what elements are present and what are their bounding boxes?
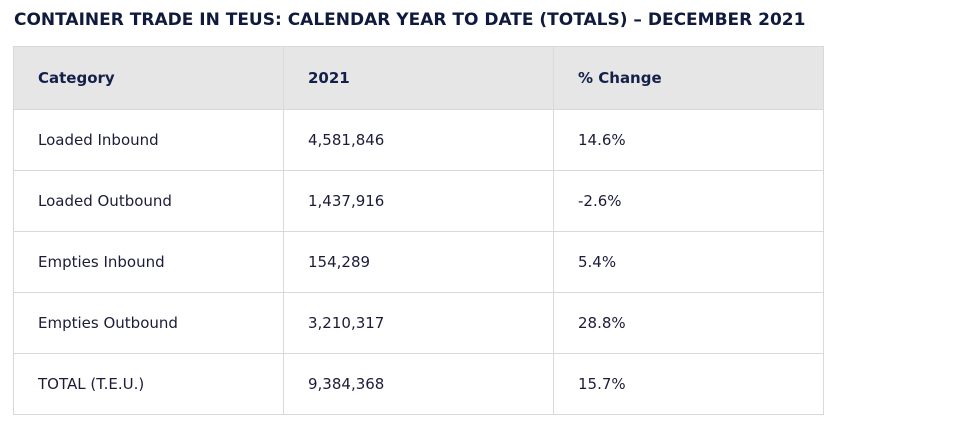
cell-category: Loaded Outbound <box>13 170 284 232</box>
column-header-year: 2021 <box>283 46 554 110</box>
cell-teus: 3,210,317 <box>283 292 554 354</box>
column-header-category: Category <box>13 46 284 110</box>
table-row: Empties Outbound 3,210,317 28.8% <box>13 292 824 354</box>
cell-teus: 1,437,916 <box>283 170 554 232</box>
table-row: Loaded Outbound 1,437,916 -2.6% <box>13 170 824 232</box>
cell-category: Empties Inbound <box>13 231 284 293</box>
cell-teus: 9,384,368 <box>283 353 554 415</box>
table-row: Loaded Inbound 4,581,846 14.6% <box>13 109 824 171</box>
column-header-change: % Change <box>553 46 824 110</box>
cell-category: Empties Outbound <box>13 292 284 354</box>
cell-change: 14.6% <box>553 109 824 171</box>
cell-teus: 154,289 <box>283 231 554 293</box>
cell-teus: 4,581,846 <box>283 109 554 171</box>
cell-change: 5.4% <box>553 231 824 293</box>
table-row: Empties Inbound 154,289 5.4% <box>13 231 824 293</box>
table-row-total: TOTAL (T.E.U.) 9,384,368 15.7% <box>13 353 824 415</box>
table-header-row: Category 2021 % Change <box>13 46 824 110</box>
page-title: CONTAINER TRADE IN TEUS: CALENDAR YEAR T… <box>14 10 806 30</box>
cell-change: -2.6% <box>553 170 824 232</box>
cell-change: 15.7% <box>553 353 824 415</box>
cell-change: 28.8% <box>553 292 824 354</box>
container-trade-table: Category 2021 % Change Loaded Inbound 4,… <box>13 46 824 415</box>
cell-category: Loaded Inbound <box>13 109 284 171</box>
cell-category: TOTAL (T.E.U.) <box>13 353 284 415</box>
